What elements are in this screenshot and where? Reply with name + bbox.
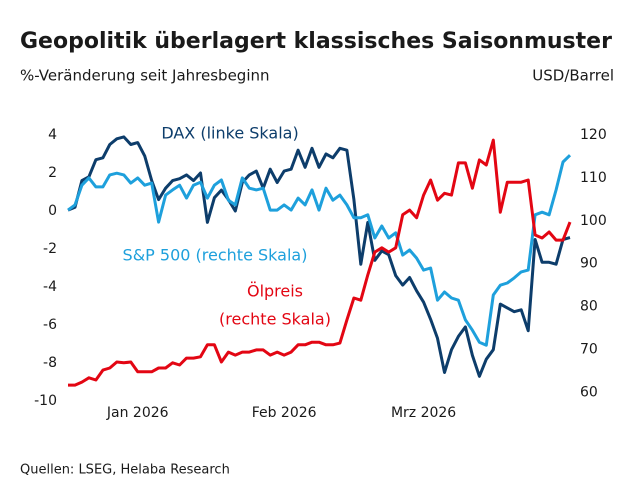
series-annotation: DAX (linke Skala) (161, 124, 298, 143)
y-tick-label: 2 (48, 165, 57, 181)
y-tick-label: -6 (43, 317, 57, 333)
series-annotation: (rechte Skala) (219, 310, 331, 329)
series-line (68, 138, 572, 387)
x-tick-label: Mrz 2026 (391, 405, 456, 421)
y2-tick-label: 60 (580, 384, 598, 400)
y-tick-label: 0 (48, 203, 57, 219)
y-tick-label: 4 (48, 127, 57, 143)
series-line (67, 154, 572, 347)
series-annotation: Ölpreis (247, 282, 303, 301)
series-line (67, 135, 571, 378)
y2-tick-label: 110 (580, 170, 607, 186)
source: Quellen: LSEG, Helaba Research (20, 463, 230, 478)
y2-tick-label: 100 (580, 213, 607, 229)
y-tick-label: -10 (34, 393, 57, 409)
y-axis-label: %-Veränderung seit Jahresbeginn (20, 67, 270, 85)
series-annotation: S&P 500 (rechte Skala) (123, 246, 308, 265)
x-tick-label: Jan 2026 (106, 405, 169, 421)
chart-title: Geopolitik überlagert klassisches Saison… (20, 29, 612, 54)
y2-tick-label: 80 (580, 299, 598, 315)
y-tick-label: -2 (43, 241, 57, 257)
y-tick-label: -4 (43, 279, 57, 295)
y2-tick-label: 90 (580, 256, 598, 272)
x-tick-label: Feb 2026 (252, 405, 317, 421)
y2-tick-label: 120 (580, 127, 607, 143)
y2-axis-label: USD/Barrel (532, 67, 614, 85)
y-tick-label: -8 (43, 355, 57, 371)
y2-tick-label: 70 (580, 342, 598, 358)
